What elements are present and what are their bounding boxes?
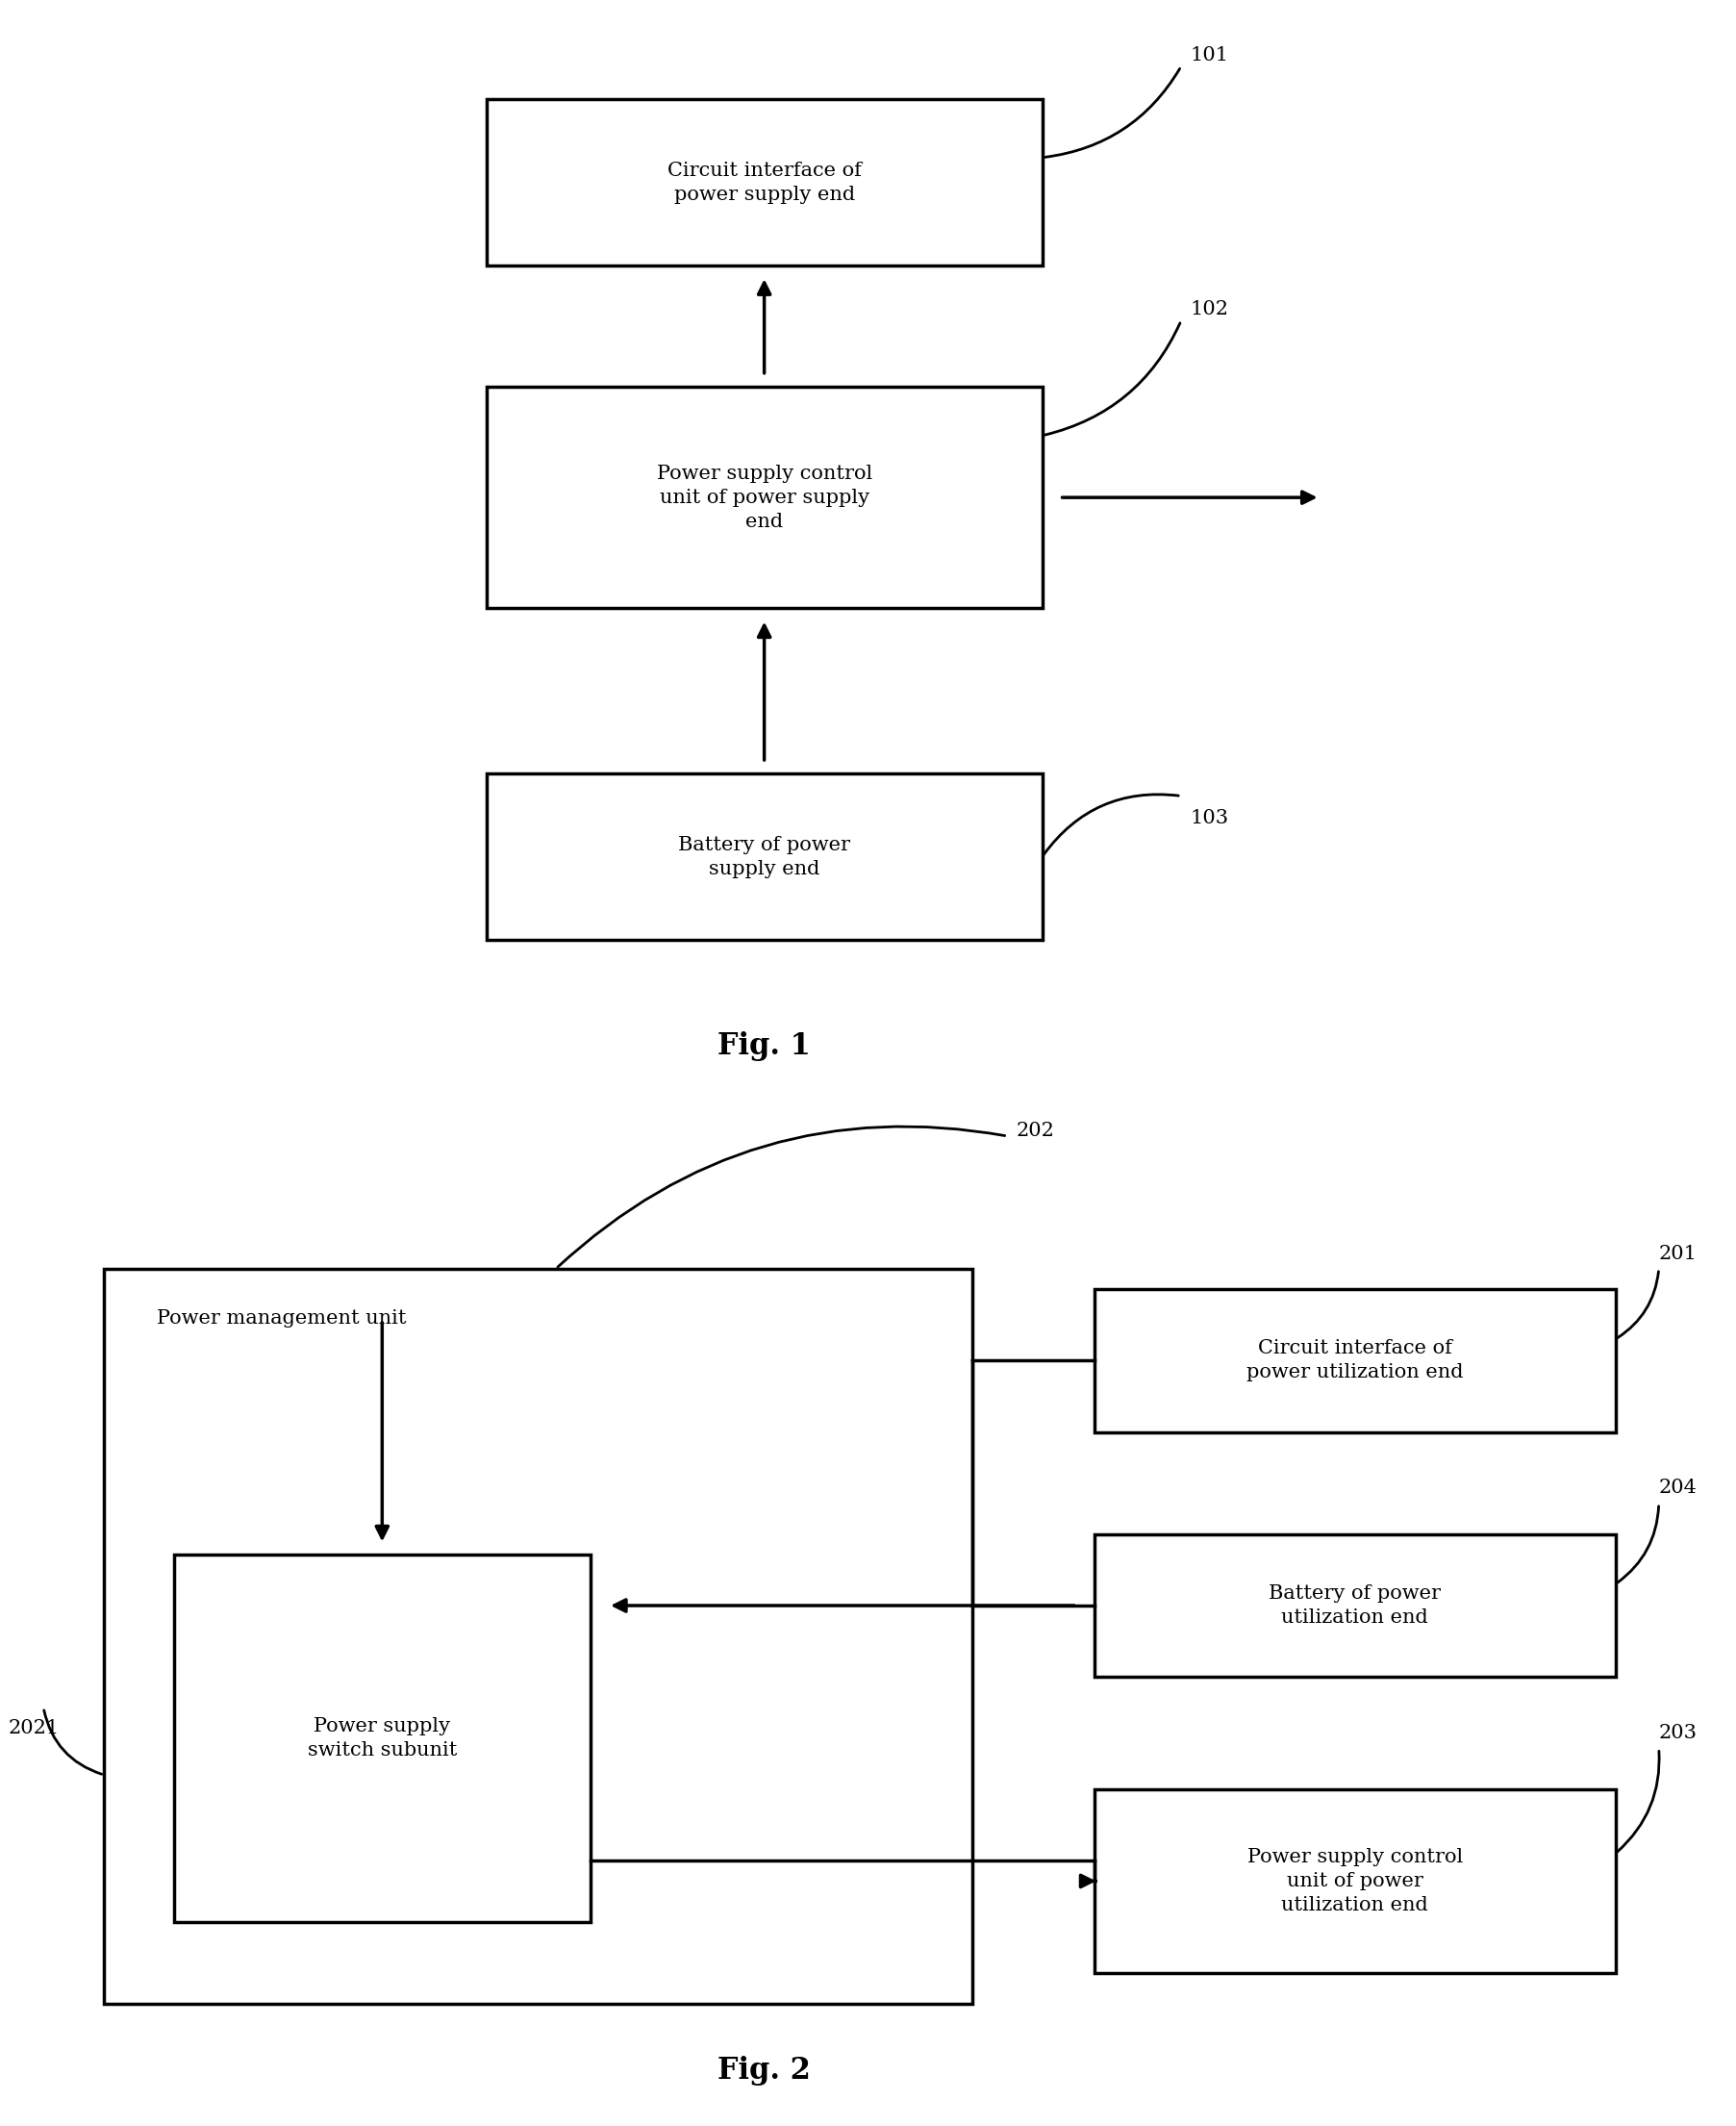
Bar [1094, 1790, 1614, 1973]
Text: Battery of power
supply end: Battery of power supply end [677, 836, 851, 878]
Text: 201: 201 [1658, 1244, 1696, 1263]
Text: Fig. 1: Fig. 1 [717, 1031, 811, 1061]
Bar [486, 774, 1042, 940]
Text: Fig. 2: Fig. 2 [717, 2056, 811, 2086]
Bar [486, 100, 1042, 266]
Text: Power management unit: Power management unit [156, 1310, 406, 1329]
Text: Circuit interface of
power utilization end: Circuit interface of power utilization e… [1246, 1339, 1462, 1382]
Text: Power supply control
unit of power
utilization end: Power supply control unit of power utili… [1246, 1847, 1462, 1913]
Bar [1094, 1288, 1614, 1433]
Text: 101: 101 [1189, 47, 1227, 64]
Bar [1094, 1535, 1614, 1677]
Bar [174, 1554, 590, 1922]
Text: Power supply
switch subunit: Power supply switch subunit [307, 1718, 457, 1760]
Text: Battery of power
utilization end: Battery of power utilization end [1267, 1584, 1441, 1626]
Text: Power supply control
unit of power supply
end: Power supply control unit of power suppl… [656, 463, 871, 532]
Text: 204: 204 [1658, 1480, 1696, 1497]
Text: 2021: 2021 [9, 1720, 59, 1737]
Bar [486, 387, 1042, 608]
Bar [104, 1269, 972, 2003]
Text: 103: 103 [1189, 810, 1227, 827]
Text: Circuit interface of
power supply end: Circuit interface of power supply end [667, 162, 861, 204]
Text: 202: 202 [1016, 1123, 1054, 1140]
Text: 203: 203 [1658, 1724, 1696, 1741]
Text: 102: 102 [1189, 300, 1227, 319]
